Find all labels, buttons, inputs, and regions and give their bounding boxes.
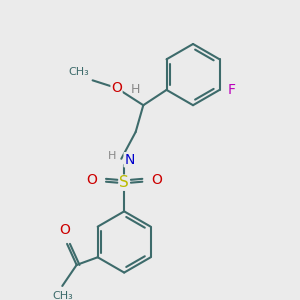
Text: F: F [227, 83, 235, 97]
Text: O: O [151, 173, 162, 187]
Text: O: O [60, 223, 70, 237]
Text: O: O [111, 81, 122, 95]
Text: H: H [131, 82, 140, 96]
Text: N: N [124, 153, 135, 167]
Text: CH₃: CH₃ [68, 68, 89, 77]
Text: H: H [108, 151, 116, 161]
Text: S: S [119, 175, 129, 190]
Text: O: O [86, 173, 98, 187]
Text: CH₃: CH₃ [52, 291, 73, 300]
